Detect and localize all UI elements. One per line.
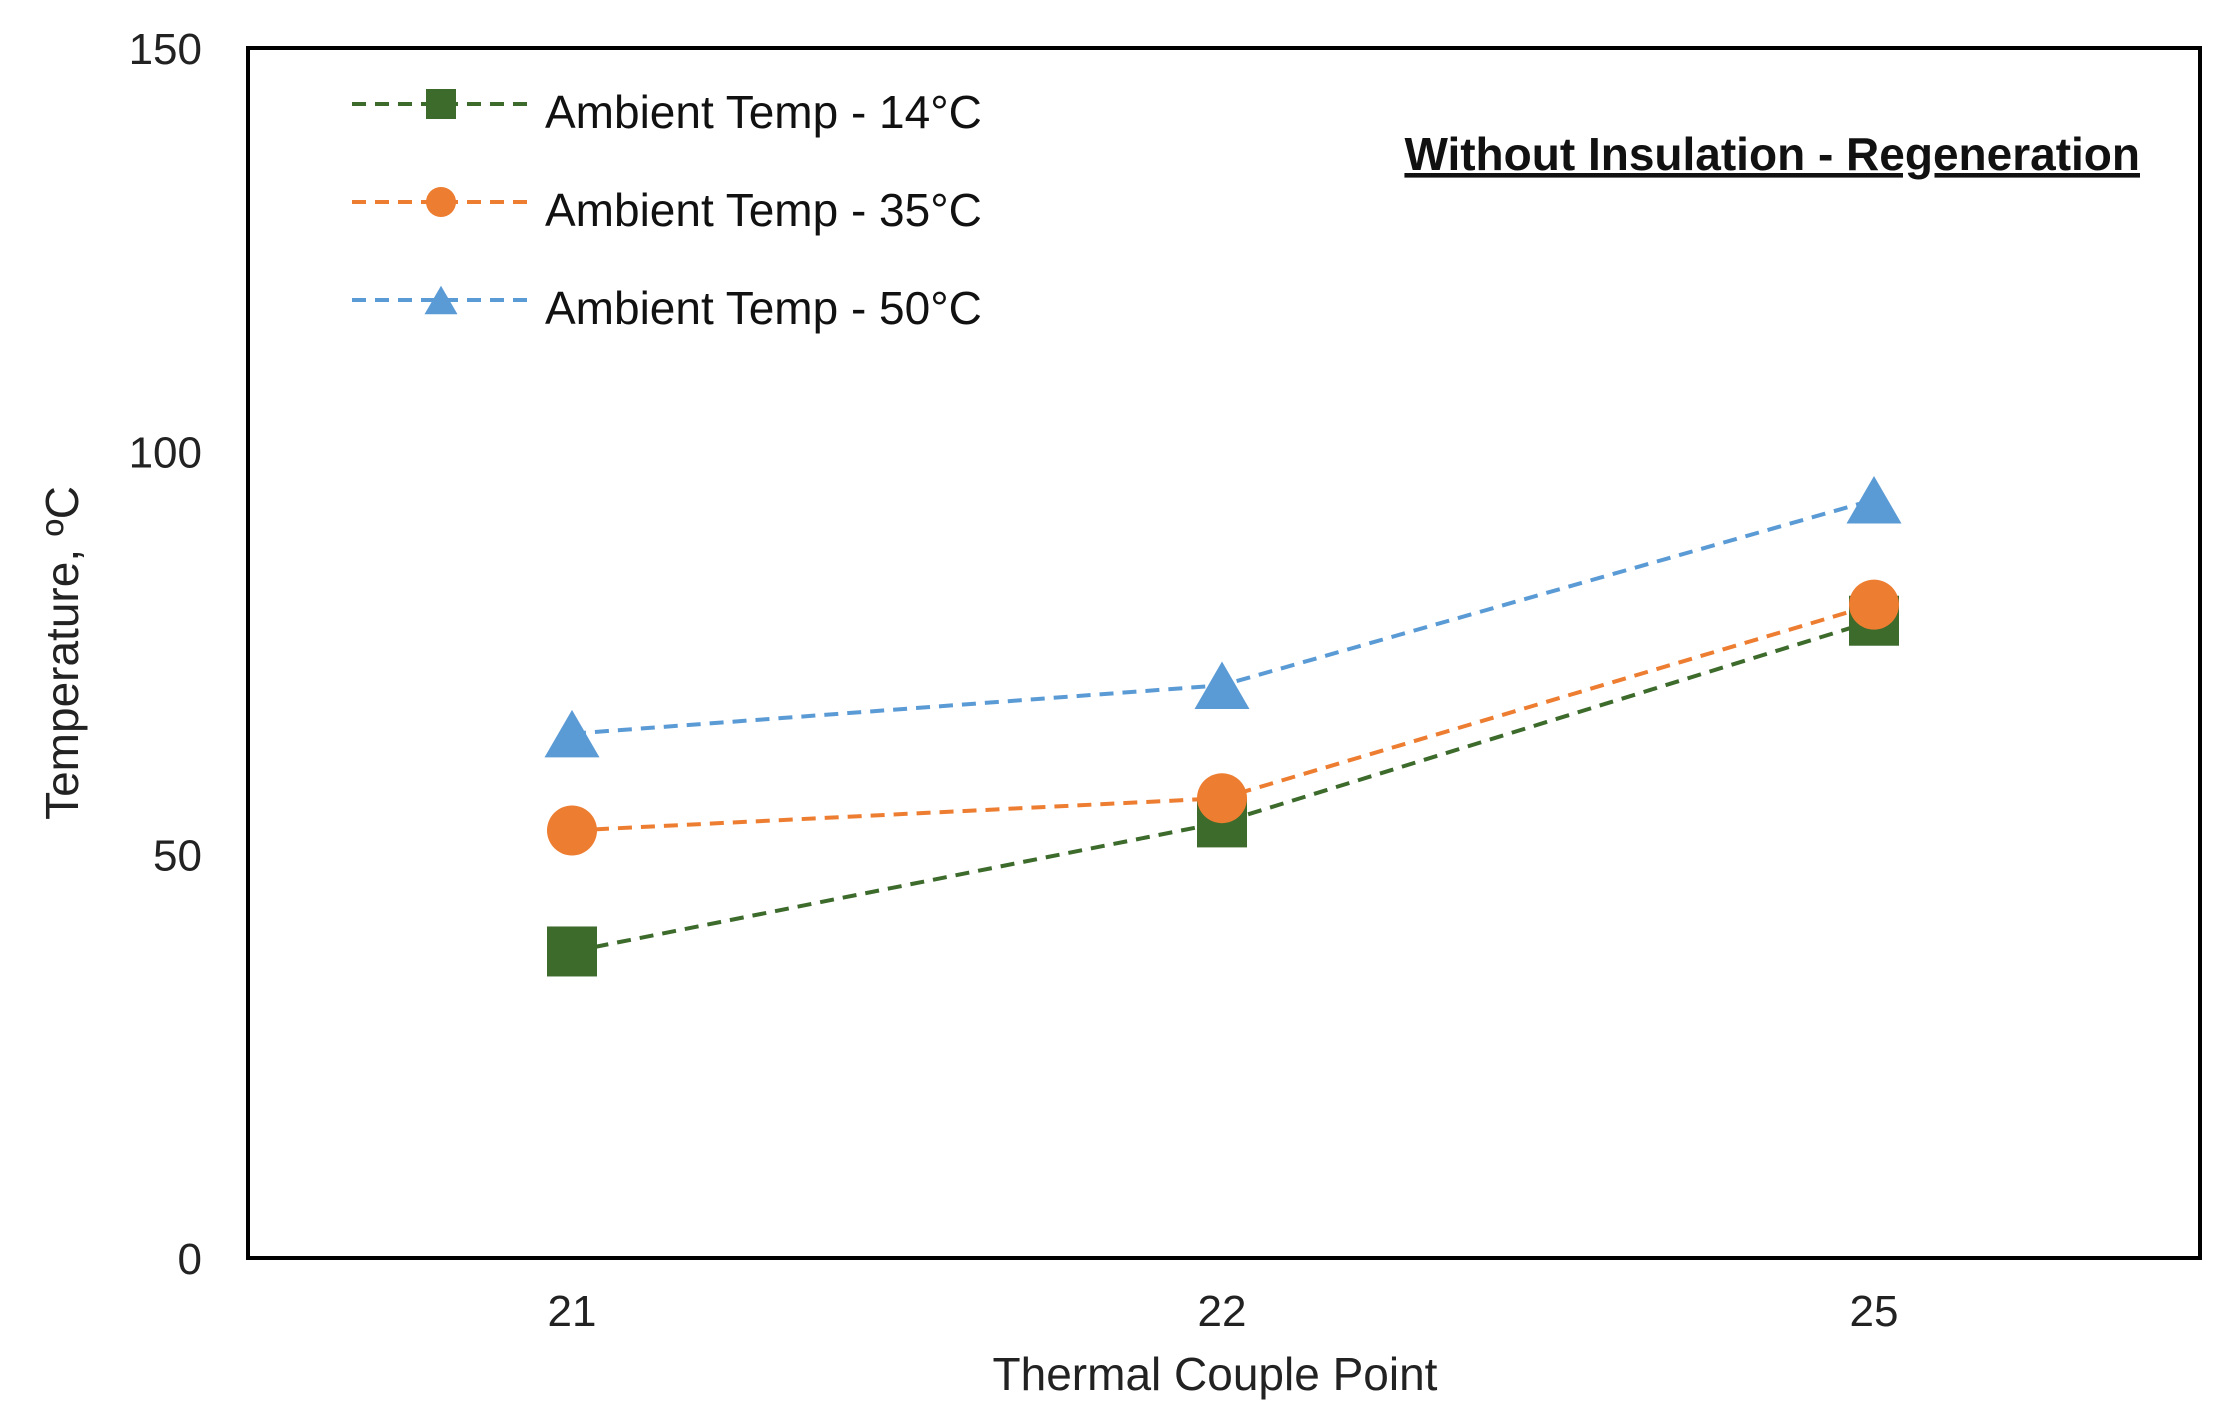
x-axis-ticks: 21 22 25 [548,1287,1899,1336]
series-1 [547,579,1899,856]
legend: Ambient Temp - 14°C Ambient Temp - 35°C Am… [352,86,982,334]
x-axis-title: Thermal Couple Point [993,1348,1438,1400]
y-tick-label: 0 [178,1235,202,1284]
legend-label: Ambient Temp - 35°C [545,184,982,236]
data-point [547,805,597,856]
y-tick-label: 50 [153,832,202,881]
legend-marker [424,285,458,315]
series-2 [544,475,1902,758]
series-layer [544,475,1902,977]
y-tick-label: 150 [129,25,202,74]
data-point [544,709,600,758]
data-point [1846,475,1902,524]
data-point [1849,579,1899,630]
data-point [1197,773,1247,824]
legend-label: Ambient Temp - 14°C [545,86,982,138]
x-tick-label: 22 [1198,1287,1247,1336]
legend-marker [426,89,456,119]
legend-item: Ambient Temp - 50°C [352,282,982,334]
legend-label: Ambient Temp - 50°C [545,282,982,334]
legend-item: Ambient Temp - 14°C [352,86,982,138]
legend-item: Ambient Temp - 35°C [352,184,982,236]
data-point [1194,661,1250,710]
series-line [571,618,1875,954]
data-point [547,926,597,977]
x-tick-label: 25 [1850,1287,1899,1336]
y-axis-ticks: 0 50 100 150 [129,25,202,1284]
legend-marker [426,187,456,217]
plot-area [246,46,2202,1260]
chart-title: Without Insulation - Regeneration [1404,128,2140,180]
y-tick-label: 100 [129,428,202,477]
y-axis-title: Temperature, ºC [36,486,88,820]
x-tick-label: 21 [548,1287,597,1336]
